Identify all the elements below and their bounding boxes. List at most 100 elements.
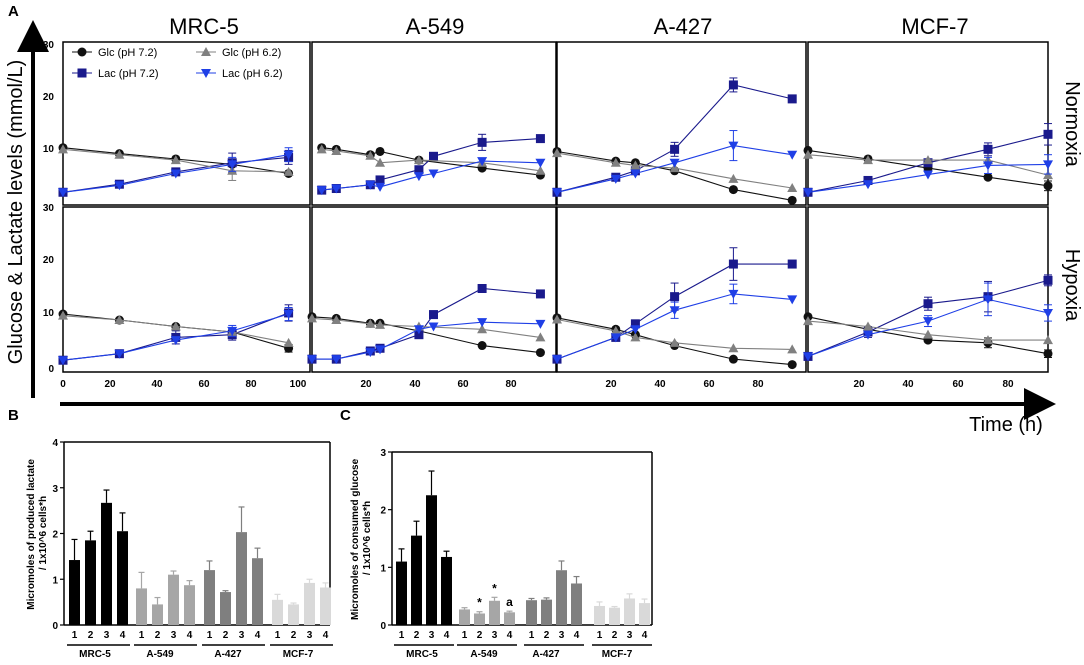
xtick-mrc5-0: 0 xyxy=(60,379,66,390)
c-bar-a-427-4 xyxy=(571,583,582,625)
ytick-bottom-10: 10 xyxy=(43,308,55,319)
xtick-mrc5-60: 60 xyxy=(198,379,210,390)
frame-a-549-hypoxia xyxy=(311,206,557,373)
b-bar-a-427-3 xyxy=(236,532,247,625)
point-mrc-5-normoxia-lac-ph-6-2-3 xyxy=(227,160,238,170)
point-a-549-normoxia-lac-ph-6-2-2 xyxy=(365,180,376,190)
c-barlabel-mrc-5-4: 4 xyxy=(444,630,450,641)
title-mcf7: MCF-7 xyxy=(901,14,968,39)
point-mcf-7-hypoxia-glc-ph-6-2-0 xyxy=(803,316,813,326)
plot-mcf-7-hypoxia xyxy=(803,274,1053,362)
point-a-427-normoxia-lac-ph-6-2-1 xyxy=(610,174,621,184)
point-a-549-normoxia-glc-ph-6-2-6 xyxy=(535,165,546,175)
point-a-427-normoxia-lac-ph-6-2-3 xyxy=(669,158,680,168)
point-mcf-7-hypoxia-lac-ph-6-2-3 xyxy=(983,295,993,305)
c-group-a427: A-427 xyxy=(532,649,560,660)
c-ylabel-line1: Micromoles of consumed glucose xyxy=(350,458,361,620)
frame-a-427-normoxia xyxy=(556,41,807,206)
point-mcf-7-normoxia-glc-ph-6-2-0 xyxy=(803,149,813,159)
b-barlabel-mcf-7-3: 3 xyxy=(307,630,313,641)
xtick-mrc5-100: 100 xyxy=(290,379,307,390)
c-bar-mcf-7-3 xyxy=(624,598,635,625)
b-barlabel-mrc-5-4: 4 xyxy=(120,630,126,641)
xtick-mcf7-60: 60 xyxy=(952,379,964,390)
point-a-427-normoxia-glc-ph-7-2-5 xyxy=(787,195,797,205)
frame-a-427-hypoxia xyxy=(556,206,807,373)
c-bar-mcf-7-4 xyxy=(639,603,650,625)
point-a-549-hypoxia-glc-ph-7-2-5 xyxy=(477,341,487,351)
b-bar-mcf-7-1 xyxy=(272,599,283,625)
c-bar-mcf-7-2 xyxy=(609,607,620,625)
point-mcf-7-normoxia-lac-ph-7-2-4 xyxy=(1043,129,1053,139)
point-a-549-hypoxia-glc-ph-6-2-2 xyxy=(365,318,376,328)
xticks-a: 0 20 40 60 80 100 20 40 60 80 20 40 60 8… xyxy=(60,379,1014,390)
b-bar-mcf-7-4 xyxy=(320,587,331,625)
b-bar-mrc-5-3 xyxy=(101,502,112,625)
plot-mrc-5-hypoxia xyxy=(58,304,294,366)
point-a-427-normoxia-glc-ph-6-2-4 xyxy=(728,173,739,183)
b-group-mcf7: MCF-7 xyxy=(283,649,314,660)
frame-mrc-5-hypoxia xyxy=(62,206,311,373)
ytick-bottom-0: 0 xyxy=(48,364,54,375)
b-barlabel-mcf-7-2: 2 xyxy=(291,630,297,641)
point-a-549-normoxia-lac-ph-6-2-5 xyxy=(428,169,439,179)
point-mcf-7-normoxia-lac-ph-6-2-1 xyxy=(863,180,873,190)
point-a-549-hypoxia-lac-ph-6-2-5 xyxy=(428,322,439,332)
c-barlabel-a-549-1: 1 xyxy=(462,630,468,641)
point-a-549-hypoxia-glc-ph-6-2-5 xyxy=(477,324,488,334)
b-bar-mrc-5-4 xyxy=(117,531,128,625)
plot-a-427-normoxia xyxy=(552,77,798,205)
point-mcf-7-normoxia-glc-ph-6-2-1 xyxy=(863,155,873,165)
point-a-427-hypoxia-lac-ph-6-2-3 xyxy=(669,306,680,316)
c-bar-a-549-3 xyxy=(489,600,500,625)
x-arrow-label: Time (h) xyxy=(969,414,1043,436)
point-a-549-normoxia-glc-ph-6-2-1 xyxy=(331,145,342,155)
c-group-mrc5: MRC-5 xyxy=(406,649,438,660)
line-a-427-normoxia-lac-ph-7-2 xyxy=(556,84,793,193)
point-a-549-normoxia-lac-ph-6-2-0 xyxy=(316,186,327,196)
plot-mrc-5-normoxia xyxy=(58,143,294,198)
plot-mcf-7-normoxia xyxy=(803,123,1053,198)
c-ylabel: Micromoles of consumed glucose / 1x10^6 … xyxy=(350,456,373,620)
c-barlabel-mrc-5-2: 2 xyxy=(414,630,420,641)
point-a-549-hypoxia-lac-ph-7-2-7 xyxy=(535,289,545,299)
c-ytick-label-3: 3 xyxy=(380,448,386,459)
point-mcf-7-hypoxia-lac-ph-6-2-2 xyxy=(923,317,933,327)
b-bar-a-427-1 xyxy=(204,570,215,625)
c-barlabel-a-427-3: 3 xyxy=(559,630,565,641)
point-mcf-7-normoxia-glc-ph-7-2-3 xyxy=(983,172,993,182)
b-ytick-label-1: 1 xyxy=(52,575,58,586)
point-a-427-normoxia-glc-ph-7-2-4 xyxy=(728,185,738,195)
point-mrc-5-normoxia-lac-ph-6-2-4 xyxy=(283,150,294,160)
c-annot-a-549-4: a xyxy=(506,595,513,609)
ytick-bottom-20: 20 xyxy=(43,255,55,266)
xtick-a549-40: 40 xyxy=(409,379,421,390)
point-a-549-normoxia-lac-ph-6-2-7 xyxy=(535,158,546,168)
point-a-427-hypoxia-glc-ph-6-2-5 xyxy=(787,344,798,354)
ytick-top-30: 30 xyxy=(43,40,55,51)
point-a-427-normoxia-lac-ph-7-2-3 xyxy=(670,144,680,154)
title-a549: A-549 xyxy=(406,14,465,39)
point-a-427-hypoxia-lac-ph-6-2-4 xyxy=(728,289,739,299)
point-mrc-5-normoxia-lac-ph-6-2-2 xyxy=(170,169,181,179)
point-a-427-hypoxia-lac-ph-7-2-5 xyxy=(787,259,797,269)
c-bar-mrc-5-4 xyxy=(441,556,452,625)
point-a-427-normoxia-glc-ph-6-2-0 xyxy=(552,148,562,158)
c-bar-a-549-4 xyxy=(504,612,515,625)
frame-mcf-7-hypoxia xyxy=(807,206,1049,373)
point-a-549-hypoxia-lac-ph-6-2-4 xyxy=(413,325,424,335)
point-mrc-5-hypoxia-glc-ph-6-2-4 xyxy=(283,337,294,347)
point-mrc-5-hypoxia-lac-ph-6-2-4 xyxy=(283,310,294,320)
b-barlabel-a-549-3: 3 xyxy=(171,630,177,641)
b-barlabel-a-549-1: 1 xyxy=(139,630,145,641)
point-a-549-hypoxia-lac-ph-7-2-5 xyxy=(429,310,438,320)
panel-label-a: A xyxy=(8,3,19,20)
b-bar-a-549-4 xyxy=(184,585,195,625)
c-annot-a-549-2: * xyxy=(477,596,482,610)
point-mcf-7-hypoxia-glc-ph-7-2-4 xyxy=(1043,349,1053,359)
point-a-549-normoxia-lac-ph-6-2-1 xyxy=(331,184,342,194)
legend: Glc (pH 7.2) Lac (pH 7.2) Glc (pH 6.2) L… xyxy=(72,47,283,80)
line-a-549-hypoxia-lac-ph-6-2 xyxy=(312,321,541,360)
point-a-427-hypoxia-glc-ph-7-2-5 xyxy=(787,360,797,370)
